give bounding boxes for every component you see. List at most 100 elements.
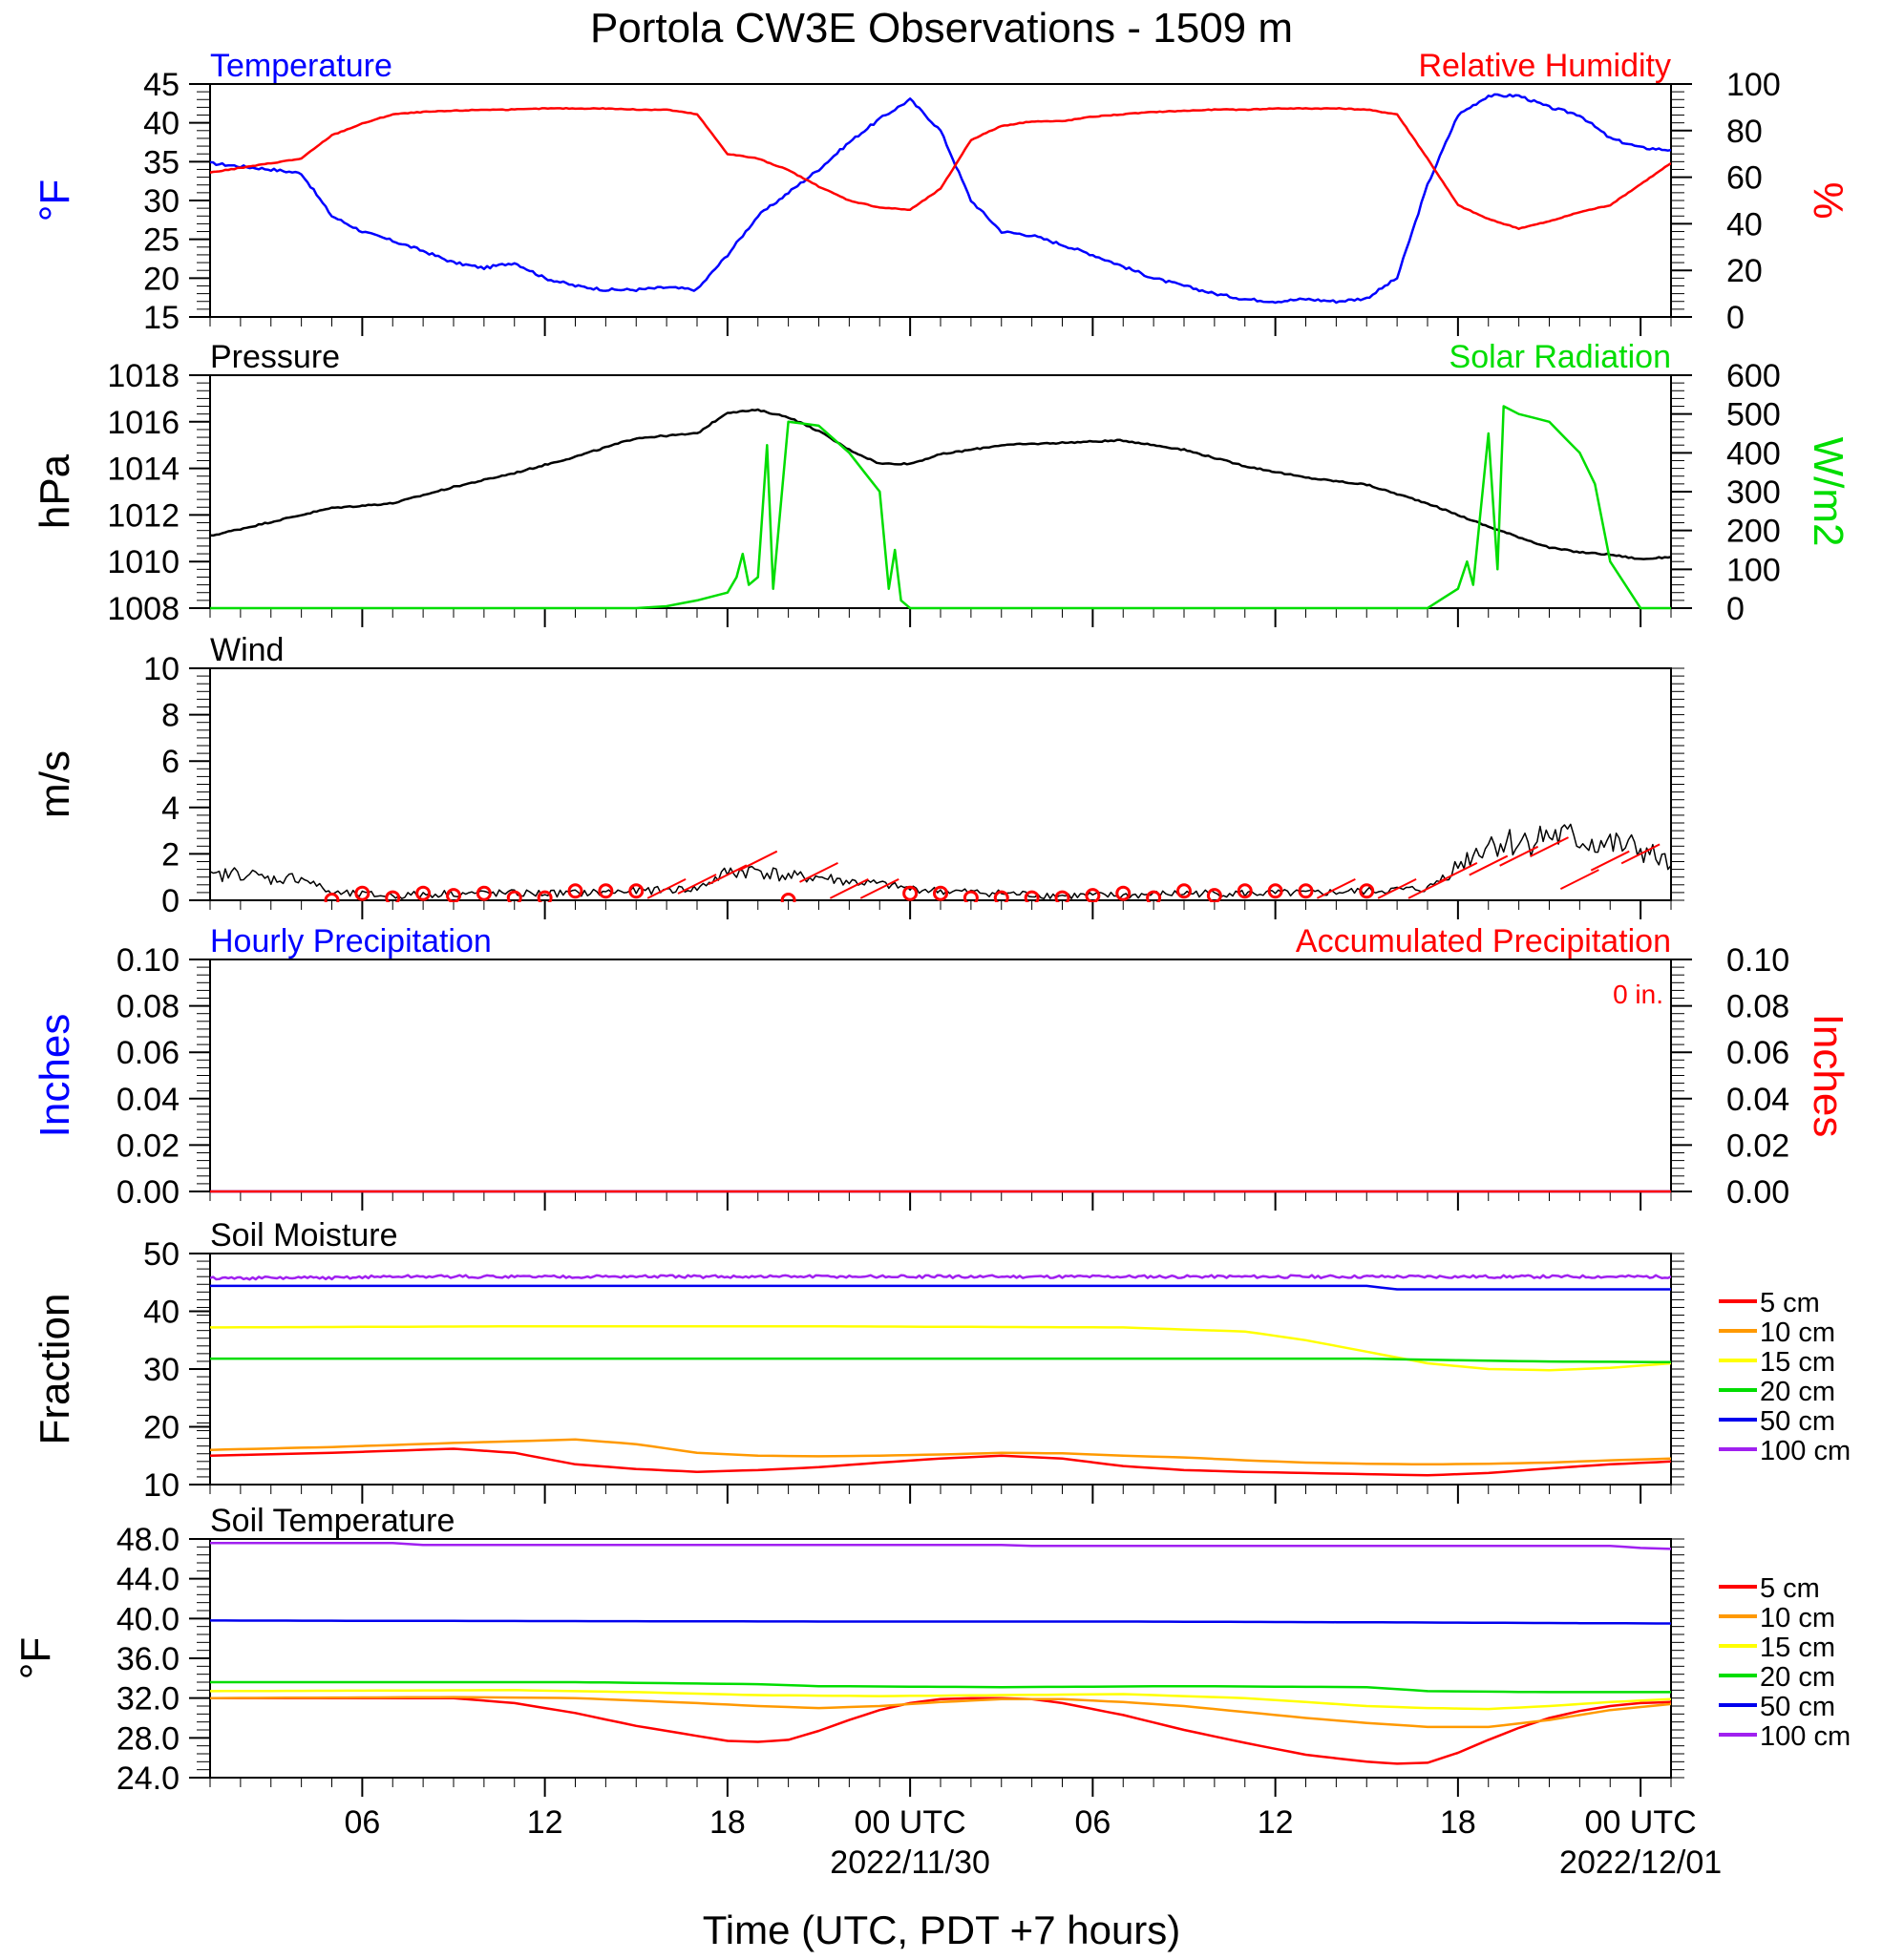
panel-title-left: Soil Moisture [210,1217,398,1254]
legend-label: 5 cm [1760,1288,1820,1318]
series-line-10-cm [210,1696,1671,1729]
wind-calm-marker [1176,883,1192,899]
y-axis-title-left: Fraction [32,1294,78,1445]
legend-label: 10 cm [1760,1317,1835,1348]
series-line-20-cm [210,1357,1671,1363]
legend-label: 15 cm [1760,1633,1835,1663]
wind-calm-marker [324,893,340,902]
y-tick-label-right: 0.04 [1726,1082,1789,1118]
y-tick-label-left: 0.04 [116,1082,180,1118]
series-line-wind [210,823,1671,900]
wind-calm-marker [902,885,919,901]
panel-title-left: Hourly Precipitation [210,923,492,959]
y-tick-label-right: 200 [1726,514,1781,550]
y-tick-label-left: 6 [161,744,180,780]
y-tick-label-left: 1012 [107,497,180,534]
wind-calm-marker [1115,885,1132,901]
panel-precip: 0.00 0.02 0.04 0.06 0.08 0.10 0.00 0.02 0.04 0.06… [32,923,1851,1211]
y-tick-label-left: 0.02 [116,1128,180,1164]
legend-label: 20 cm [1760,1377,1835,1407]
y-axis-title-right: % [1805,181,1851,219]
panel-title-right: Relative Humidity [1418,48,1671,84]
x-tick-label: 18 [709,1804,746,1841]
y-tick-label-left: 48.0 [116,1522,180,1558]
wind-calm-marker [1024,890,1040,902]
wind-calm-marker [537,890,553,902]
y-tick-label-right: 100 [1726,67,1781,103]
y-tick-label-right: 0 [1726,300,1745,336]
x-tick-label: 06 [1074,1804,1111,1841]
series-line-20-cm [210,1680,1671,1694]
y-tick-label-right: 0.02 [1726,1128,1789,1164]
panel-wind: 0 2 4 6 8 10 Wind m/s [32,632,1684,919]
y-tick-label-left: 40 [143,1295,180,1331]
wind-calm-marker [1359,883,1375,899]
panel-pressure_solar: 1008 1010 1012 1014 1016 1018 0100200300400500… [32,339,1851,627]
y-tick-label-right: 0.10 [1726,942,1789,979]
legend-label: 10 cm [1760,1603,1835,1633]
series-line-50-cm [210,1619,1671,1625]
y-tick-label-right: 60 [1726,160,1763,197]
y-tick-label-left: 28.0 [116,1720,180,1757]
y-tick-label-left: 1016 [107,405,180,441]
x-tick-label: 06 [344,1804,380,1841]
wind-direction-marker [1559,869,1599,891]
wind-calm-marker [1237,883,1253,899]
y-tick-label-left: 0.06 [116,1035,180,1071]
y-tick-label-left: 24.0 [116,1760,180,1797]
y-tick-label-left: 32.0 [116,1681,180,1718]
panel-title-right: Solar Radiation [1449,339,1671,375]
series-line-50-cm [210,1284,1671,1291]
legend-label: 5 cm [1760,1573,1820,1604]
x-tick-label: 00 UTC [1585,1804,1697,1841]
y-tick-label-left: 0.10 [116,942,180,979]
plot-frame [209,959,1672,1192]
y-tick-label-left: 44.0 [116,1562,180,1598]
y-axis-title-right: Inches [1805,1014,1851,1138]
wind-calm-marker [933,885,948,901]
wind-calm-marker [1085,888,1101,902]
y-tick-label-left: 25 [143,222,180,259]
wind-calm-marker [598,883,614,899]
y-tick-label-left: 40.0 [116,1601,180,1637]
wind-direction-marker [677,874,717,895]
y-tick-label-left: 4 [161,790,180,827]
series-line-solar-radiation [210,405,1671,610]
y-tick-label-left: 35 [143,144,180,180]
wind-calm-marker [1146,890,1162,902]
panel-title-left: Pressure [210,339,340,375]
series-line-100-cm [210,1541,1671,1550]
y-axis-title-right: W/m2 [1805,437,1851,547]
y-tick-label-left: 0 [161,883,180,919]
panel-title-left: Wind [210,632,284,668]
y-tick-label-right: 600 [1726,358,1781,394]
series-line-15-cm [210,1324,1671,1372]
y-tick-label-left: 36.0 [116,1641,180,1677]
x-date-label: 2022/12/01 [1559,1844,1722,1881]
wind-direction-marker [1438,861,1478,883]
x-tick-label: 12 [1258,1804,1294,1841]
wind-calm-marker [446,888,461,902]
legend-label: 100 cm [1760,1721,1851,1752]
x-tick-label: 18 [1440,1804,1476,1841]
legend-label: 100 cm [1760,1436,1851,1466]
wind-calm-marker [1298,883,1314,899]
wind-direction-marker [738,850,778,872]
legend-label: 50 cm [1760,1692,1835,1722]
series-line-100-cm [210,1274,1671,1281]
y-tick-label-left: 40 [143,106,180,142]
y-tick-label-left: 50 [143,1236,180,1273]
series-line-5-cm [210,1447,1671,1477]
wind-direction-marker [799,861,838,883]
plot-frame [209,1253,1672,1486]
y-tick-label-left: 1010 [107,544,180,580]
y-tick-label-right: 0 [1726,591,1745,627]
y-tick-label-right: 300 [1726,474,1781,511]
wind-calm-marker [963,890,979,902]
wind-direction-marker [829,877,869,899]
series-line-15-cm [210,1689,1671,1711]
x-tick-label: 00 UTC [855,1804,966,1841]
